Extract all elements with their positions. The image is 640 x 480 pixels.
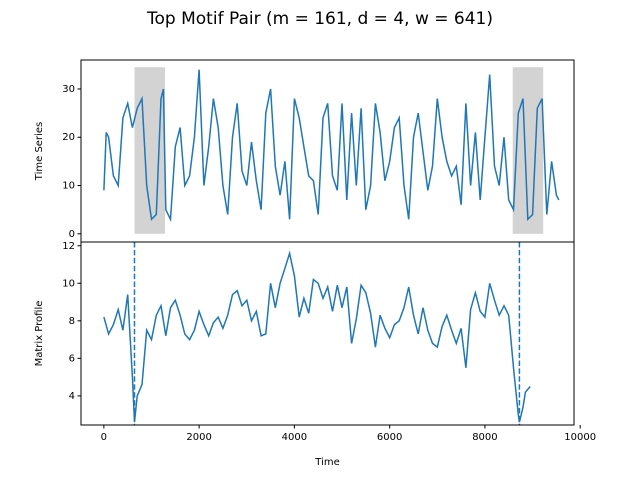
y-tick-label: 6: [69, 353, 75, 364]
y-tick-label: 4: [69, 391, 75, 402]
y-axis-label: Time Series: [34, 122, 45, 181]
y-tick-label: 10: [62, 278, 75, 289]
y-axis-label: Matrix Profile: [34, 301, 45, 367]
x-tick-label: 4000: [282, 432, 307, 443]
x-tick-label: 2000: [186, 432, 211, 443]
data-line: [103, 250, 531, 423]
y-tick-label: 10: [62, 181, 75, 192]
y-tick-label: 12: [62, 241, 75, 252]
y-tick-label: 20: [62, 132, 75, 143]
y-tick-label: 0: [69, 229, 75, 240]
x-tick-label: 0: [101, 432, 107, 443]
x-tick-label: 6000: [377, 432, 402, 443]
x-axis-label: Time: [314, 457, 339, 468]
x-tick-label: 8000: [472, 432, 497, 443]
y-tick-label: 8: [69, 316, 75, 327]
x-tick-label: 10000: [564, 432, 596, 443]
axes-frame: [80, 241, 575, 426]
y-tick-label: 30: [62, 84, 75, 95]
figure-title: Top Motif Pair (m = 161, d = 4, w = 641): [146, 9, 493, 29]
data-line: [103, 69, 560, 223]
